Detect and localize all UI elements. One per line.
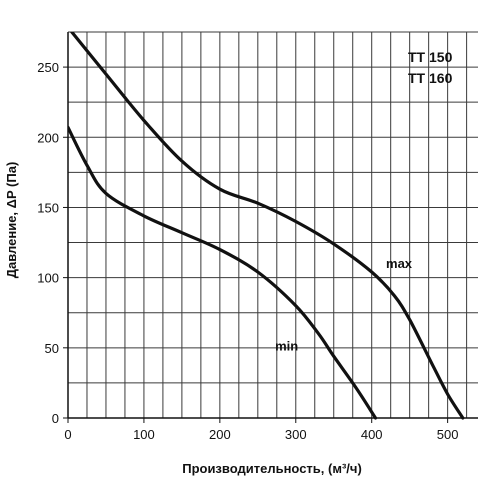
series	[68, 32, 465, 420]
grid	[68, 31, 478, 418]
x-tick-label: 100	[133, 427, 155, 442]
y-tick-label: 200	[37, 130, 59, 145]
labels: TT 150 TT 160 Производительность, (м³/ч)…	[4, 49, 453, 476]
y-tick-label: 0	[52, 411, 59, 426]
x-tick-label: 200	[209, 427, 231, 442]
x-tick-label: 0	[64, 427, 71, 442]
axes	[63, 32, 478, 423]
y-tick-label: 50	[45, 341, 59, 356]
legend-model-2: TT 160	[408, 70, 453, 86]
legend-model-1: TT 150	[408, 49, 453, 65]
series-label-max: max	[386, 256, 413, 271]
y-tick-label: 100	[37, 271, 59, 286]
y-tick-label: 250	[37, 60, 59, 75]
tick-labels: 0 100 200 300 400 500 0 50 100 150 200 250	[37, 60, 458, 442]
series-line-max	[70, 32, 465, 420]
series-line-min	[68, 125, 378, 420]
x-tick-label: 300	[285, 427, 307, 442]
x-tick-label: 500	[437, 427, 459, 442]
y-tick-label: 150	[37, 200, 59, 215]
y-axis-title: Давление, ΔP (Па)	[4, 162, 19, 279]
x-axis-title: Производительность, (м³/ч)	[182, 461, 362, 476]
series-label-min: min	[275, 339, 298, 354]
x-tick-label: 400	[361, 427, 383, 442]
